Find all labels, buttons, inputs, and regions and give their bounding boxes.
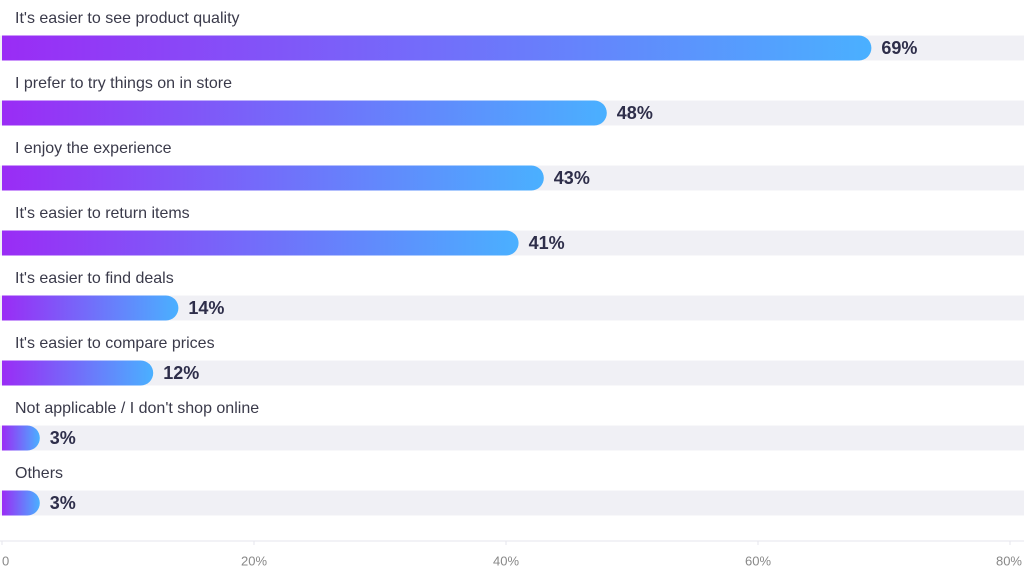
bar-track xyxy=(0,490,1024,516)
category-label: I prefer to try things on in store xyxy=(15,75,232,92)
x-tick-label: 60% xyxy=(745,553,771,568)
bar-track xyxy=(0,360,1024,386)
bar xyxy=(2,360,154,386)
category-label: I enjoy the experience xyxy=(15,140,172,157)
value-label: 12% xyxy=(163,363,199,383)
category-label: It's easier to compare prices xyxy=(15,335,215,352)
x-tick-label: 80% xyxy=(996,553,1022,568)
category-label: It's easier to see product quality xyxy=(15,10,240,27)
value-label: 48% xyxy=(617,103,653,123)
category-label: Others xyxy=(15,465,63,482)
bar xyxy=(2,100,607,126)
value-label: 43% xyxy=(554,168,590,188)
category-label: Not applicable / I don't shop online xyxy=(15,400,259,417)
bar xyxy=(2,425,40,451)
value-label: 41% xyxy=(529,233,565,253)
bar xyxy=(2,295,179,321)
bar xyxy=(2,490,40,516)
x-tick-label: 20% xyxy=(241,553,267,568)
bar xyxy=(2,165,544,191)
value-label: 14% xyxy=(188,298,224,318)
bar-track xyxy=(0,425,1024,451)
value-label: 3% xyxy=(50,428,76,448)
category-label: It's easier to find deals xyxy=(15,270,174,287)
bar xyxy=(2,230,519,256)
x-tick-label: 0 xyxy=(2,553,9,568)
category-label: It's easier to return items xyxy=(15,205,190,222)
value-label: 3% xyxy=(50,493,76,513)
x-tick-label: 40% xyxy=(493,553,519,568)
bar xyxy=(2,35,872,61)
value-label: 69% xyxy=(881,38,917,58)
